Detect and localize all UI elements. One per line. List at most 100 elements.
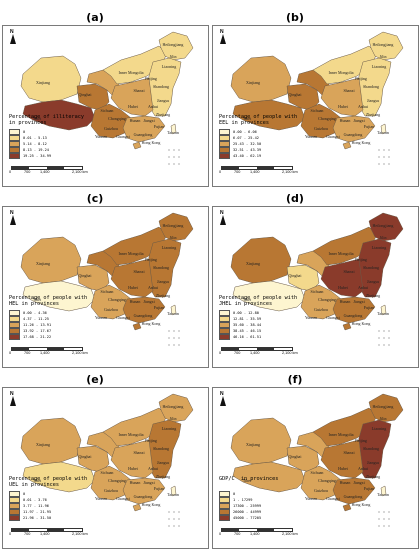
province-label-ah: Anhui [148, 104, 159, 109]
province-label-nm: Inner Mongolia [329, 251, 354, 256]
sea-island-dot [388, 518, 390, 520]
sea-island-dot [388, 156, 390, 158]
province-region-tw [380, 485, 387, 497]
province-label-sc: Sichuan [311, 108, 324, 113]
legend-item: 3.77 - 11.96 [9, 503, 51, 509]
province-region-tw [170, 485, 177, 497]
sea-island-dot [168, 156, 170, 158]
province-label-hn: Hunan [340, 118, 351, 123]
legend-range-label: 4.37 - 11.25 [23, 317, 49, 321]
legend: 0 0.01 - 5.13 5.14 - 8.12 8.13 - 19.24 19.25… [9, 129, 51, 159]
sea-island-dot [168, 330, 170, 332]
sea-island-dot [168, 511, 170, 513]
province-label-sc: Sichuan [101, 470, 114, 475]
province-label-ln: Liaoning [372, 64, 386, 69]
province-label-qh: Qinghai [79, 454, 93, 459]
legend-item: 21.96 - 31.50 [9, 515, 51, 521]
province-region-hlj [368, 31, 404, 61]
sea-island-dot [168, 149, 170, 151]
scale-label: 700 [24, 170, 31, 174]
scale-label: 2,100 km [72, 351, 88, 355]
province-label-jl: Jilin [380, 54, 387, 59]
province-label-fj: Fujian [364, 305, 374, 310]
province-label-ah: Anhui [358, 466, 369, 471]
province-label-nm: Inner Mongolia [119, 70, 144, 75]
province-label-zj: Zhejiang [156, 112, 170, 117]
legend-range-label: 13.92 - 17.67 [23, 329, 52, 333]
province-label-js: Jiangsu [367, 460, 379, 465]
province-label-hk: Hong Kong [352, 140, 371, 145]
scale-label: 700 [24, 532, 31, 536]
province-label-ah: Anhui [358, 285, 369, 290]
province-region-tw [380, 304, 387, 316]
legend-range-label: 35.60 - 38.44 [233, 323, 262, 327]
sea-island-dot [173, 518, 175, 520]
province-label-sd: Shandong [363, 84, 379, 89]
sea-island-dot [173, 156, 175, 158]
legend-title: GDP/C in provinces [219, 476, 279, 482]
north-arrow-icon: N [7, 391, 19, 407]
legend-range-label: 0.00 - 6.06 [233, 130, 257, 134]
province-region-xj [20, 236, 82, 284]
province-label-hb: Hubei [338, 104, 349, 109]
province-label-xz: Tibet [33, 478, 42, 483]
scale-label: 1,400 [250, 170, 260, 174]
north-label: N [220, 391, 224, 397]
legend-item: 0.00 - 6.06 [219, 129, 261, 135]
province-label-gd: Guangdong [134, 494, 153, 499]
legend-range-label: 0.01 - 5.13 [23, 136, 47, 140]
sea-island-dot [388, 337, 390, 339]
province-label-yn: Yunnan [305, 496, 317, 501]
legend-item: 0.00 - 12.80 [219, 310, 261, 316]
map-panel: Xinjiang Tibet Qinghai Inner Mongolia Heilon… [212, 387, 419, 549]
scale-bar-graphic [221, 528, 293, 532]
legend-swatch [219, 153, 230, 159]
legend-range-label: 3.77 - 11.96 [23, 504, 49, 508]
legend-range-label: 12.81 - 35.59 [233, 317, 262, 321]
sea-island-dot [383, 518, 385, 520]
sea-island-dot [383, 525, 385, 527]
legend-swatch [219, 310, 230, 316]
legend: 0.00 - 12.80 12.81 - 35.59 35.60 - 38.44 38… [219, 310, 261, 340]
province-label-xz: Tibet [33, 297, 42, 302]
province-label-tw: Taiwan [377, 130, 389, 135]
legend-item: 38.45 - 46.15 [219, 328, 261, 334]
province-label-hb: Hubei [128, 466, 139, 471]
province-label-hn: Hunan [130, 118, 141, 123]
province-label-sc: Sichuan [101, 108, 114, 113]
scale-bar: 0 700 1,400 2,100 km [9, 347, 91, 357]
legend-item: 12.81 - 35.59 [219, 316, 261, 322]
legend-range-label: 6.07 - 25.42 [233, 136, 259, 140]
legend-swatch [219, 135, 230, 141]
legend-range-label: 0.00 - 4.36 [23, 311, 47, 315]
province-label-gz: Guizhou [314, 307, 328, 312]
sea-island-dot [378, 518, 380, 520]
scale-label: 0 [219, 170, 222, 174]
legend-item: 43.40 - 62.19 [219, 153, 261, 159]
sea-island-dot [388, 149, 390, 151]
legend-range-label: 45000 - 77205 [233, 516, 262, 520]
province-label-jl: Jilin [170, 54, 177, 59]
province-label-ah: Anhui [358, 104, 369, 109]
province-label-fj: Fujian [364, 124, 374, 129]
province-label-hn: Hunan [340, 480, 351, 485]
legend-range-label: 11.26 - 13.91 [23, 323, 52, 327]
sea-island-dot [178, 525, 180, 527]
province-label-tw: Taiwan [167, 492, 179, 497]
province-label-zj: Zhejiang [156, 293, 170, 298]
sea-island-dot [378, 337, 380, 339]
scale-label: 0 [9, 351, 12, 355]
north-arrow-shape [220, 215, 226, 225]
sea-island-dot [388, 525, 390, 527]
north-arrow-shape [220, 396, 226, 406]
province-label-hk: Hong Kong [142, 140, 161, 145]
province-label-hb: Hubei [128, 285, 139, 290]
legend-item: 19.25 - 34.99 [9, 153, 51, 159]
province-label-jx: Jiangxi [143, 299, 155, 304]
province-label-bj: Beijing [355, 438, 367, 443]
province-label-js: Jiangsu [157, 279, 169, 284]
province-label-cq: Chongqing [108, 297, 126, 302]
province-label-ln: Liaoning [372, 245, 386, 250]
legend-range-label: 25.43 - 32.50 [233, 142, 262, 146]
province-region-hlj [158, 31, 194, 61]
